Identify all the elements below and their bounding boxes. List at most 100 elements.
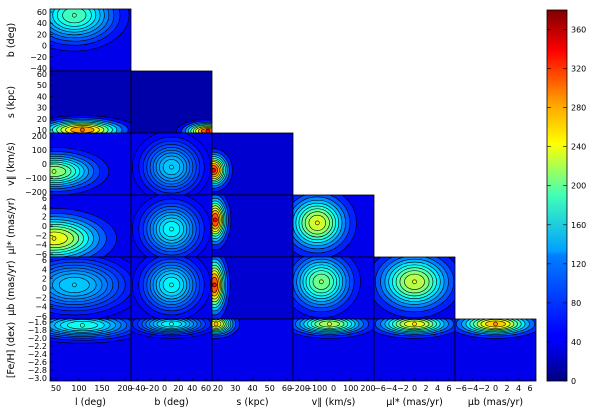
colorbar-tick-label: 160 [571,221,586,230]
xtick-label: 30 [230,384,240,393]
ytick-label: −2.6 [28,358,47,367]
panel-5-5 [454,318,537,382]
ytick-label: −6 [35,250,47,259]
ytick-label: −200 [25,188,47,197]
xtick-label: 20 [173,384,183,393]
ytick-label: −2.4 [28,350,47,359]
panels-layer [49,8,537,382]
xtick-label: −2 [397,384,409,393]
xtick-label: 0 [162,384,167,393]
xtick-label: 60 [282,384,292,393]
ytick-label: 40 [37,92,47,101]
ytick-label: 2 [42,213,47,222]
xtick-label: 50 [265,384,275,393]
xlabel: s (kpc) [236,397,268,408]
xtick-label: 2 [423,384,428,393]
ytick-label: 60 [37,70,47,79]
xtick-label: 6 [527,384,532,393]
xtick-label: −20 [142,384,159,393]
ytick-label: −1.8 [28,326,47,335]
panel-4-1 [130,256,213,320]
xtick-label: 50 [51,384,61,393]
ylabel: b (deg) [6,23,17,57]
xlabel: μl* (mas/yr) [386,397,443,408]
ylabel: s (kpc) [6,86,17,118]
panel-2-2 [211,132,294,196]
colorbar-ticks: 0 40 80 120 160 200 240 280 320 360 [547,26,586,386]
panel-1-1 [130,70,213,134]
ytick-label: −2 [35,231,47,240]
ylabel: μb (mas/yr) [6,260,17,315]
ylabel: v∥ (km/s) [6,142,17,186]
xtick-label: −4 [467,384,479,393]
colorbar-tick-label: 0 [571,377,576,386]
panel-4-0 [49,256,132,320]
xlabel: b (deg) [154,397,188,408]
ytick-label: 0 [42,42,47,51]
xtick-label: 2 [504,384,509,393]
xlabel: v∥ (km/s) [312,397,356,408]
colorbar-tick-label: 120 [571,260,586,269]
colorbar-gradient [546,9,568,382]
xtick-label: 200 [117,384,132,393]
panel-0-0 [49,8,132,72]
ytick-label: −6 [35,312,47,321]
panel-3-0 [49,194,132,258]
ytick-label: −20 [30,53,47,62]
colorbar-tick-label: 200 [571,182,586,191]
ytick-label: −100 [25,174,47,183]
panel-2-0 [49,132,132,196]
ytick-label: 2 [42,275,47,284]
ylabel: μl* (mas/yr) [6,198,17,255]
ytick-label: −4 [35,241,47,250]
xtick-label: 6 [446,384,451,393]
ytick-label: −40 [30,64,47,73]
panel-1-0 [49,70,132,134]
xtick-label: 4 [516,384,521,393]
ylabel: [Fe/H] (dex) [6,322,17,378]
xtick-label: 20 [213,384,223,393]
xtick-label: −200 [288,384,310,393]
ticks-layer: 6040200−20−406050403020102001000−100−200… [25,8,533,393]
colorbar-tick-label: 80 [571,299,581,308]
ytick-label: 20 [37,115,47,124]
ytick-label: 0 [42,284,47,293]
colorbar-tick-label: 320 [571,65,586,74]
panel-3-1 [130,194,213,258]
ytick-label: −1.6 [28,318,47,327]
xtick-label: −4 [386,384,398,393]
xtick-label: 100 [343,384,358,393]
ytick-label: −2 [35,293,47,302]
colorbar-tick-label: 280 [571,104,586,113]
panel-2-1 [130,132,213,196]
ytick-label: 0 [42,222,47,231]
ytick-label: 10 [37,126,47,135]
xtick-label: −2 [478,384,490,393]
panel-5-3 [292,318,375,382]
panel-4-4 [373,256,456,320]
ytick-label: −2.8 [28,366,47,375]
ytick-label: −2.2 [28,342,47,351]
labels-layer: b (deg) s (kpc) v∥ (km/s) μl* (mas/yr) μb (m… [6,23,523,408]
xtick-label: −6 [455,384,467,393]
xtick-label: 0 [412,384,417,393]
xtick-label: 100 [71,384,86,393]
xlabel: μb (mas/yr) [468,397,523,408]
ytick-label: −2.0 [28,334,47,343]
colorbar-tick-label: 360 [571,26,586,35]
xtick-label: −100 [305,384,327,393]
ytick-label: 30 [37,104,47,113]
xtick-label: 60 [201,384,211,393]
ytick-label: 0 [42,160,47,169]
xtick-label: 40 [187,384,197,393]
xlabel: l (deg) [75,397,106,408]
xtick-label: 4 [435,384,440,393]
ytick-label: −3.0 [28,374,47,383]
ytick-label: 200 [32,132,47,141]
colorbar-tick-label: 240 [571,143,586,152]
ytick-label: 100 [32,146,47,155]
panel-3-3 [292,194,375,258]
panel-5-0 [49,318,132,382]
colorbar: 0 40 80 120 160 200 240 280 320 360 [546,9,586,386]
